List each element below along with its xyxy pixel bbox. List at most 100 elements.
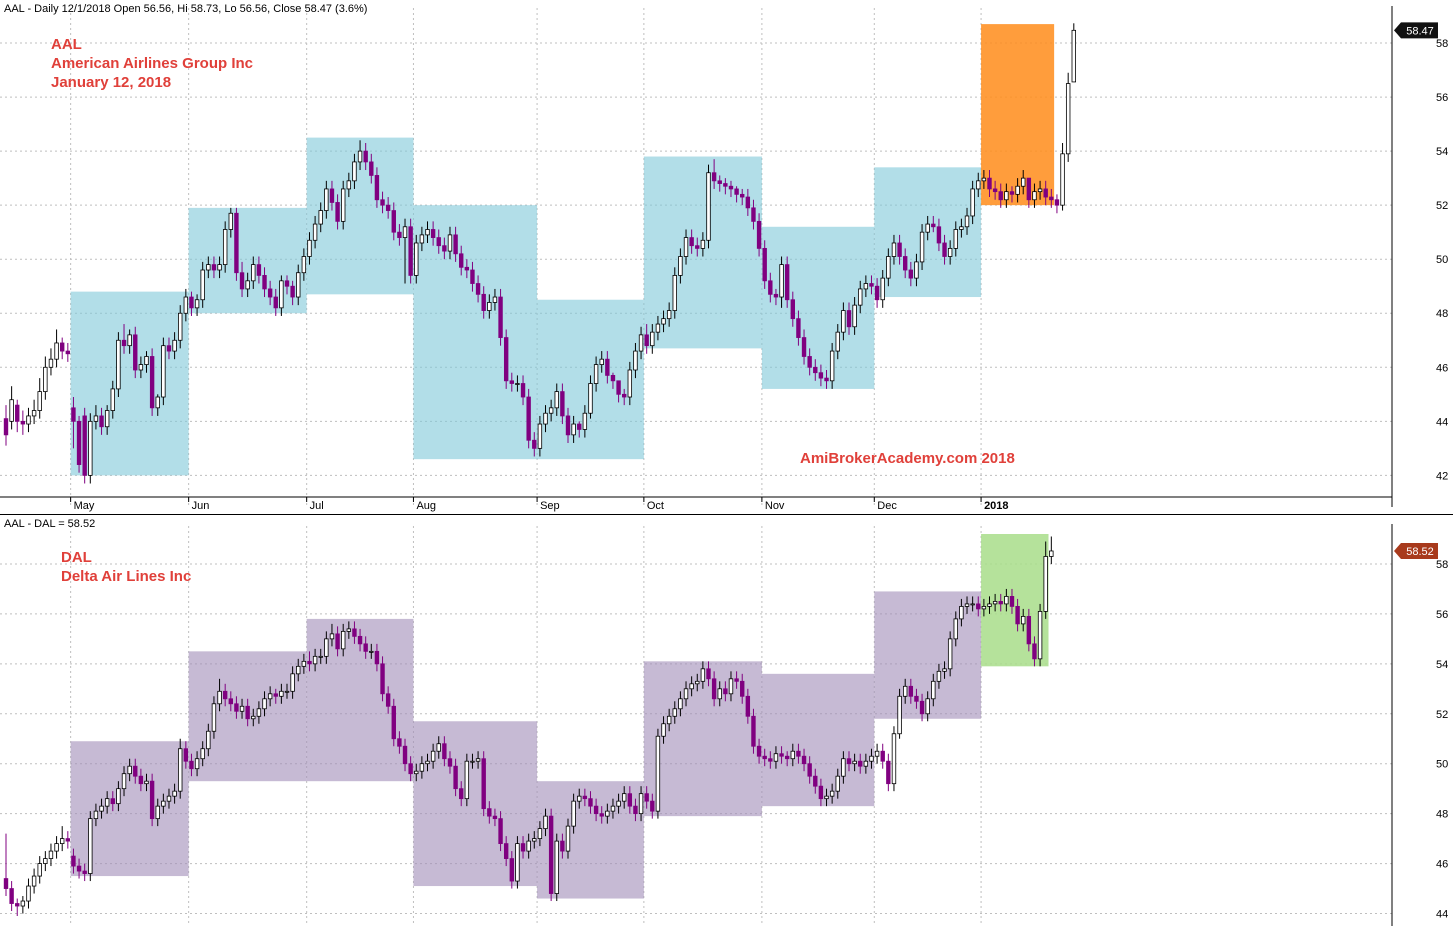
bottom-candle-body [863,760,869,767]
bottom-candle-body [133,765,138,777]
top-x-tick-label: Jun [192,500,210,512]
top-candle-body [813,366,818,374]
bottom-candle-body [976,603,981,610]
top-candle-body [408,226,413,276]
bottom-candle-body [588,798,593,807]
top-candle-body [222,229,228,266]
bottom-candle-body [178,748,183,792]
top-candle-body [149,356,155,409]
top-candle-body [700,239,706,249]
bottom-candle-body [914,695,919,702]
top-candle-body [475,283,481,295]
bottom-candle-body [678,698,683,710]
bottom-candle-body [340,630,346,650]
bottom-candle-body [1021,615,1026,625]
top-candle-body [200,269,205,301]
top-candle-body [385,204,391,211]
top-candle-body [380,199,385,206]
top-candle-body [903,256,908,271]
bottom-candle-body [352,628,357,637]
bottom-candle-body [15,903,20,907]
bottom-candle-body [262,698,267,710]
top-candle-body [992,188,998,193]
top-candle-body [526,396,531,441]
bottom-candle-body [48,850,54,859]
top-last-price-tag [1394,22,1438,39]
top-candle-body [706,172,711,241]
bottom-candle-body [256,708,262,717]
top-candle-body [627,369,633,398]
bottom-candle-body [537,828,543,840]
top-last-price-label: 58.47 [1406,25,1434,37]
bottom-candle-body [650,800,655,812]
bottom-candle-body [987,603,992,607]
bottom-candle-body [548,815,554,894]
top-annotation-line: AAL [51,36,82,53]
bottom-candle-body [784,755,790,760]
top-range-box [413,205,538,460]
bottom-candle-body [616,800,621,807]
top-candle-body [397,231,402,238]
bottom-candle-body [532,838,537,842]
bottom-candle-body [796,750,801,757]
bottom-candle-body [807,763,812,777]
top-candle-body [279,280,284,309]
bottom-candle-body [37,863,42,877]
bottom-candle-body [655,735,661,812]
top-candle-body [942,242,947,257]
bottom-y-tick-label: 54 [1436,659,1448,671]
top-candle-body [874,285,880,301]
bottom-candle-body [363,643,368,652]
bottom-candle-body [779,753,784,757]
bottom-candle-body [813,775,818,787]
bottom-candle-body [172,790,177,797]
top-candle-body [9,399,14,422]
top-candle-body [554,391,559,409]
bottom-candle-body [824,795,829,800]
top-candle-body [728,185,734,190]
bottom-candle-body [526,840,531,852]
top-x-tick-label: Jul [310,500,324,512]
top-candle-body [869,283,874,287]
bottom-candle-body [76,865,82,872]
top-x-tick-label: Dec [877,500,897,512]
top-x-tick-label: Nov [765,500,785,512]
top-candle-body [784,264,790,301]
bottom-candle-body [206,730,211,750]
top-candle-body [436,237,441,247]
bottom-candle-body [487,808,492,817]
bottom-candle-body [869,755,874,762]
bottom-candle-body [54,843,59,852]
bottom-candle-body [515,843,520,882]
top-candle-body [307,239,312,257]
bottom-candle-body [661,723,666,737]
top-candle-body [987,177,992,190]
bottom-candle-body [200,748,205,760]
top-candle-body [779,264,784,298]
bottom-candle-body [245,705,250,720]
top-candle-body [369,161,374,176]
top-range-box [981,24,1055,206]
top-candle-body [543,412,548,425]
bottom-candle-body [391,705,396,740]
bottom-candle-body [638,793,644,815]
bottom-range-box [981,534,1049,667]
bottom-candle-body [346,628,352,632]
top-candle-body [82,415,87,476]
bottom-annotation-line: DAL [61,549,92,566]
top-candle-body [723,183,728,187]
top-candle-body [26,415,31,425]
bottom-candle-body [1043,556,1048,612]
top-candle-body [503,337,509,382]
top-candle-body [773,293,779,298]
top-candle-body [116,339,121,390]
top-candle-body [970,188,975,217]
top-candle-body [88,420,93,476]
bottom-candle-body [959,606,964,620]
top-x-tick-label: 2018 [984,500,1008,512]
top-candle-body [666,310,672,320]
top-candle-body [470,269,475,284]
top-candle-body [931,223,936,228]
bottom-header: AAL - DAL = 58.52 [4,518,95,530]
bottom-y-tick-label: 58 [1436,559,1448,571]
